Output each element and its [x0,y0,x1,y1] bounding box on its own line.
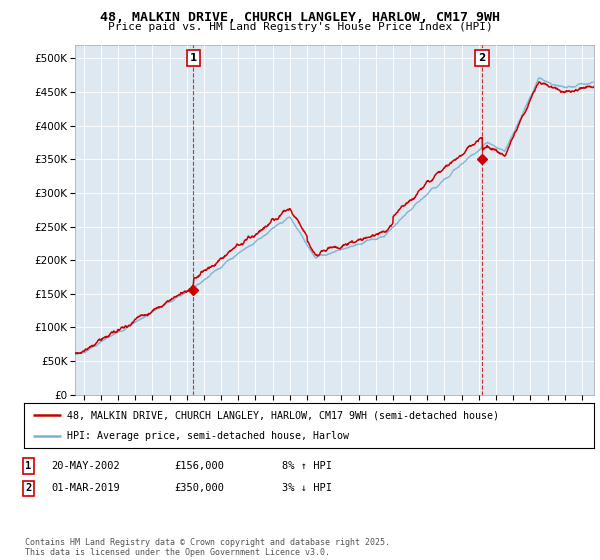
Text: 48, MALKIN DRIVE, CHURCH LANGLEY, HARLOW, CM17 9WH: 48, MALKIN DRIVE, CHURCH LANGLEY, HARLOW… [100,11,500,24]
Text: 1: 1 [190,53,197,63]
Text: 8% ↑ HPI: 8% ↑ HPI [282,461,332,471]
Text: 3% ↓ HPI: 3% ↓ HPI [282,483,332,493]
Text: Price paid vs. HM Land Registry's House Price Index (HPI): Price paid vs. HM Land Registry's House … [107,22,493,32]
Text: HPI: Average price, semi-detached house, Harlow: HPI: Average price, semi-detached house,… [67,431,349,441]
Text: 2: 2 [25,483,31,493]
Text: 48, MALKIN DRIVE, CHURCH LANGLEY, HARLOW, CM17 9WH (semi-detached house): 48, MALKIN DRIVE, CHURCH LANGLEY, HARLOW… [67,410,499,421]
Text: £350,000: £350,000 [174,483,224,493]
Text: £156,000: £156,000 [174,461,224,471]
Text: Contains HM Land Registry data © Crown copyright and database right 2025.
This d: Contains HM Land Registry data © Crown c… [25,538,390,557]
Text: 1: 1 [25,461,31,471]
Text: 2: 2 [478,53,485,63]
Text: 20-MAY-2002: 20-MAY-2002 [51,461,120,471]
Text: 01-MAR-2019: 01-MAR-2019 [51,483,120,493]
